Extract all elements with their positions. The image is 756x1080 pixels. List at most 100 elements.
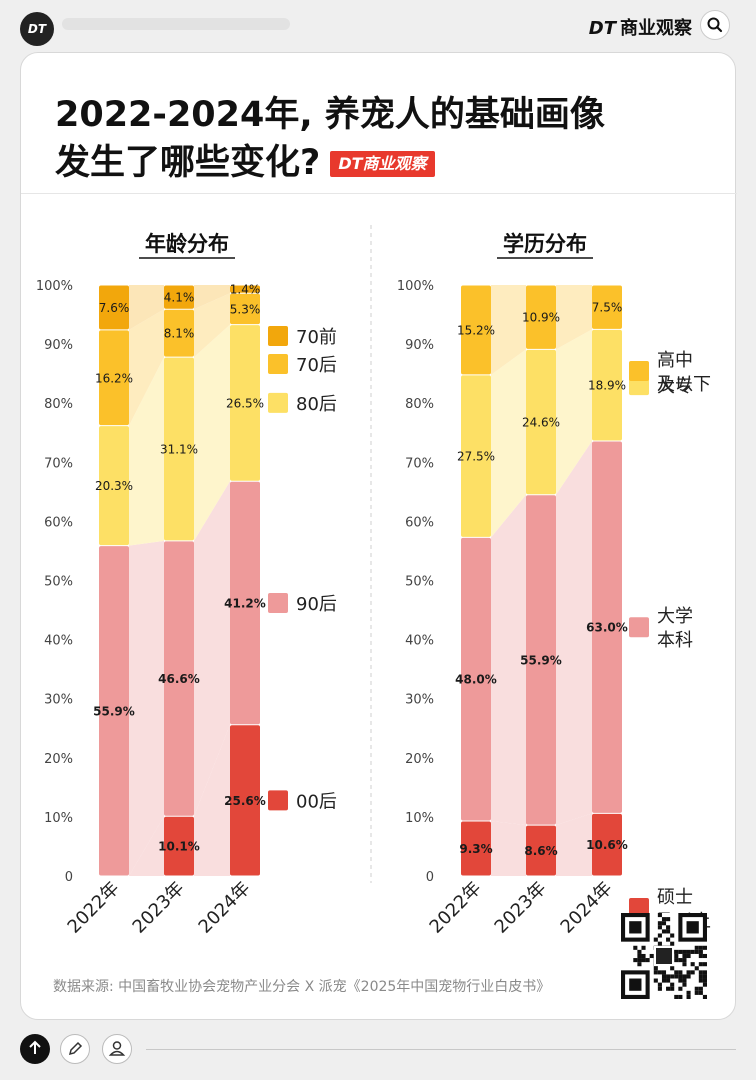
qr-module — [657, 933, 662, 938]
qr-module — [661, 978, 667, 983]
bar-age-3-0 — [99, 330, 129, 426]
qr-module — [674, 958, 679, 963]
data-source-note: 数据来源: 中国畜牧业协会宠物产业分会 X 派宠《2025年中国宠物行业白皮书》 — [53, 979, 551, 995]
qr-module — [694, 990, 699, 995]
legend-label-line: 70前 — [296, 327, 337, 348]
qr-module — [698, 974, 703, 979]
bar-age-2-1 — [164, 357, 194, 541]
y-tick-label-age: 40% — [44, 634, 73, 649]
qr-module — [694, 986, 699, 991]
data-label-edu: 27.5% — [457, 450, 495, 464]
legend-label-age: 90后 — [296, 594, 337, 615]
qr-module — [702, 994, 707, 999]
qr-module — [682, 949, 687, 954]
legend-swatch-age-0 — [268, 790, 288, 811]
band-age-3-1 — [194, 293, 230, 358]
band-edu-3-0 — [491, 285, 526, 375]
qr-module — [629, 921, 642, 934]
legend-label-line: 90后 — [296, 594, 337, 615]
x-tick-label-age: 2022年 — [64, 878, 124, 938]
x-tick-label-edu: 2024年 — [557, 878, 617, 938]
bar-age-0-2 — [230, 725, 260, 876]
qr-module — [657, 941, 662, 946]
title-line-2-text: 发生了哪些变化? — [55, 143, 321, 183]
band-edu-0-0 — [491, 821, 526, 876]
qr-module — [637, 962, 642, 967]
data-label-edu: 48.0% — [455, 673, 497, 687]
y-tick-label-edu: 0 — [426, 870, 434, 885]
qr-module — [698, 953, 703, 959]
legend-label-edu: 大专 — [657, 376, 693, 397]
band-age-0-0 — [129, 816, 164, 876]
qr-module — [666, 929, 671, 934]
bar-edu-0-0 — [461, 821, 491, 876]
bar-edu-1-1 — [526, 495, 556, 825]
qr-module — [682, 953, 687, 959]
legend-label-edu: 高中及以下 — [657, 350, 711, 395]
qr-module — [661, 974, 667, 979]
bottom-divider — [146, 1049, 736, 1050]
qr-module — [686, 994, 691, 999]
qr-module — [670, 966, 675, 971]
qr-module — [661, 970, 667, 975]
data-label-edu: 63.0% — [586, 621, 628, 635]
data-label-edu: 24.6% — [522, 416, 560, 430]
bar-edu-1-0 — [461, 537, 491, 821]
user-icon — [108, 1041, 126, 1056]
logo-icon[interactable]: DT — [20, 12, 54, 46]
qr-module — [657, 986, 662, 991]
legend-label-age: 80后 — [296, 394, 337, 415]
bar-edu-1-2 — [592, 441, 622, 813]
qr-module — [656, 948, 672, 964]
search-button[interactable] — [700, 10, 730, 40]
search-icon — [707, 17, 723, 33]
qr-module — [698, 962, 703, 967]
qr-module — [657, 925, 662, 930]
qr-module — [698, 990, 703, 995]
edit-button[interactable] — [60, 1034, 90, 1064]
back-to-top-button[interactable] — [20, 1034, 50, 1064]
qr-module — [702, 978, 707, 983]
legend-label-age: 70前 — [296, 327, 337, 348]
y-tick-label-age: 80% — [44, 397, 73, 412]
profile-button[interactable] — [102, 1034, 132, 1064]
qr-module — [686, 921, 699, 934]
brand-name: 商业观察 — [620, 18, 692, 39]
qr-module — [686, 970, 691, 975]
title-brand-badge: DT商业观察 — [330, 151, 435, 177]
chart-title-age: 年龄分布 — [145, 232, 229, 256]
bar-age-1-0 — [99, 546, 129, 876]
qr-module — [670, 941, 675, 946]
band-edu-2-0 — [491, 349, 526, 538]
band-age-0-1 — [194, 724, 230, 876]
y-tick-label-age: 70% — [44, 456, 73, 471]
bar-edu-0-1 — [526, 825, 556, 876]
qr-module — [686, 974, 691, 979]
qr-module — [678, 986, 683, 991]
qr-module — [686, 953, 691, 959]
qr-module — [645, 958, 650, 963]
legend-label-line: 大专 — [657, 376, 693, 397]
band-age-2-0 — [129, 357, 164, 546]
qr-module — [698, 978, 703, 983]
bar-edu-2-2 — [592, 329, 622, 441]
x-tick-label-age: 2024年 — [195, 878, 255, 938]
y-tick-label-age: 90% — [44, 338, 73, 353]
qr-module — [698, 949, 703, 954]
y-tick-label-age: 0 — [65, 870, 73, 885]
bar-age-1-2 — [230, 481, 260, 725]
qr-module — [666, 974, 671, 979]
band-edu-3-1 — [556, 285, 592, 350]
data-label-edu: 10.6% — [586, 838, 628, 852]
legend-label-line: 70后 — [296, 355, 337, 376]
legend-label-line: 大学 — [657, 606, 693, 627]
pencil-icon — [68, 1041, 83, 1056]
bar-edu-3-1 — [526, 285, 556, 349]
qr-module — [682, 974, 687, 979]
qr-code-icon[interactable] — [621, 913, 707, 999]
qr-module — [678, 949, 683, 954]
bar-age-3-2 — [230, 293, 260, 325]
y-tick-label-edu: 50% — [405, 575, 434, 590]
qr-module — [653, 978, 658, 983]
data-label-age: 46.6% — [158, 672, 200, 686]
